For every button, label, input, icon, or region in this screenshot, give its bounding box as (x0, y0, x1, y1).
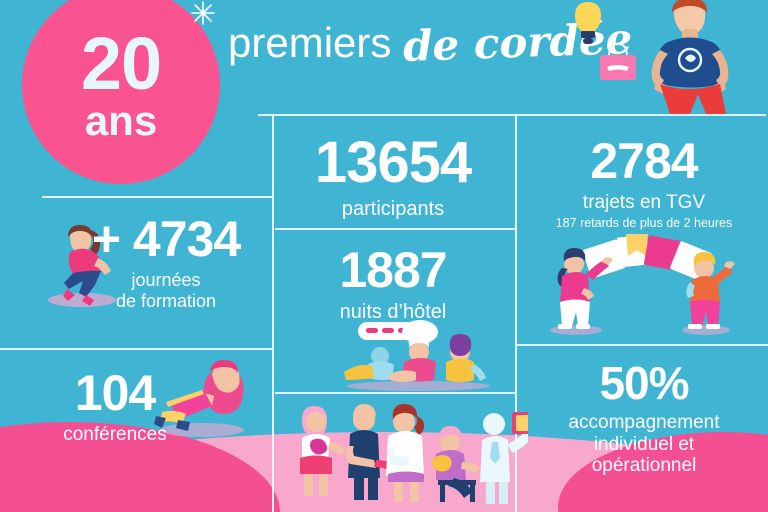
stat-accompagnement-label-line2: individuel et (593, 433, 695, 455)
stat-participants: 13654 participants (274, 134, 512, 221)
stat-accompagnement-label: accompagnement individuel et opérationne… (520, 412, 768, 477)
stat-formation-label-line1: journées (131, 270, 201, 290)
anniversary-badge: 20 ans (22, 0, 220, 184)
stat-accompagnement-label-line3: opérationnel (591, 455, 697, 477)
pink-bag-illustration (600, 42, 636, 80)
stat-formation-label: journées de formation (60, 270, 272, 311)
group-of-people-illustration (300, 404, 528, 504)
stat-accompagnement-value: 50% (599, 357, 689, 409)
gridline-left-upper (42, 196, 273, 198)
stat-conferences-value: 104 (74, 365, 156, 421)
lightbulb-illustration (575, 2, 601, 44)
gridline-vertical-left (272, 114, 274, 512)
gridline-vertical-right (515, 114, 517, 512)
stat-conferences-label: conférences (63, 424, 167, 445)
anniversary-unit: ans (84, 96, 158, 144)
two-people-building-arch-illustration (550, 234, 735, 335)
stat-formation-value: + 4734 (91, 211, 241, 267)
stat-nuits-hotel-value: 1887 (339, 242, 447, 298)
stat-tgv-value: 2784 (590, 133, 698, 189)
stat-formation-label-line2: de formation (115, 290, 217, 311)
gridline-top (258, 114, 766, 116)
stat-tgv: 2784 trajets en TGV 187 retards de plus … (520, 136, 768, 230)
sparkle-star-icon (191, 1, 215, 25)
stat-accompagnement: 50% accompagnement individuel et opérati… (520, 360, 768, 477)
gridline-left-lower (0, 348, 273, 350)
stat-accompagnement-label-line1: accompagnement (568, 412, 720, 433)
people-talking-illustration (344, 320, 490, 391)
poster-title: premiers de cordée (228, 14, 633, 71)
gridline-right (516, 344, 768, 346)
stat-participants-label: participants (341, 198, 445, 220)
title-plain-part: premiers (228, 19, 392, 66)
stat-nuits-hotel: 1887 nuits d’hôtel (274, 245, 512, 324)
woman-running-illustration (48, 225, 116, 307)
man-with-blue-tshirt-illustration (651, 0, 729, 114)
anniversary-number: 20 (80, 21, 162, 105)
stat-tgv-label: trajets en TGV (582, 192, 706, 213)
stat-nuits-hotel-label: nuits d’hôtel (339, 301, 447, 323)
stat-formation: + 4734 journées de formation (60, 214, 272, 311)
woman-with-laptop-illustration (154, 360, 244, 437)
stat-participants-value: 13654 (314, 130, 472, 195)
gridline-middle-lower (275, 392, 515, 394)
gridline-middle-upper (275, 228, 515, 230)
stat-conferences: 104 conférences (20, 368, 210, 446)
stat-tgv-sublabel: 187 retards de plus de 2 heures (555, 215, 733, 230)
